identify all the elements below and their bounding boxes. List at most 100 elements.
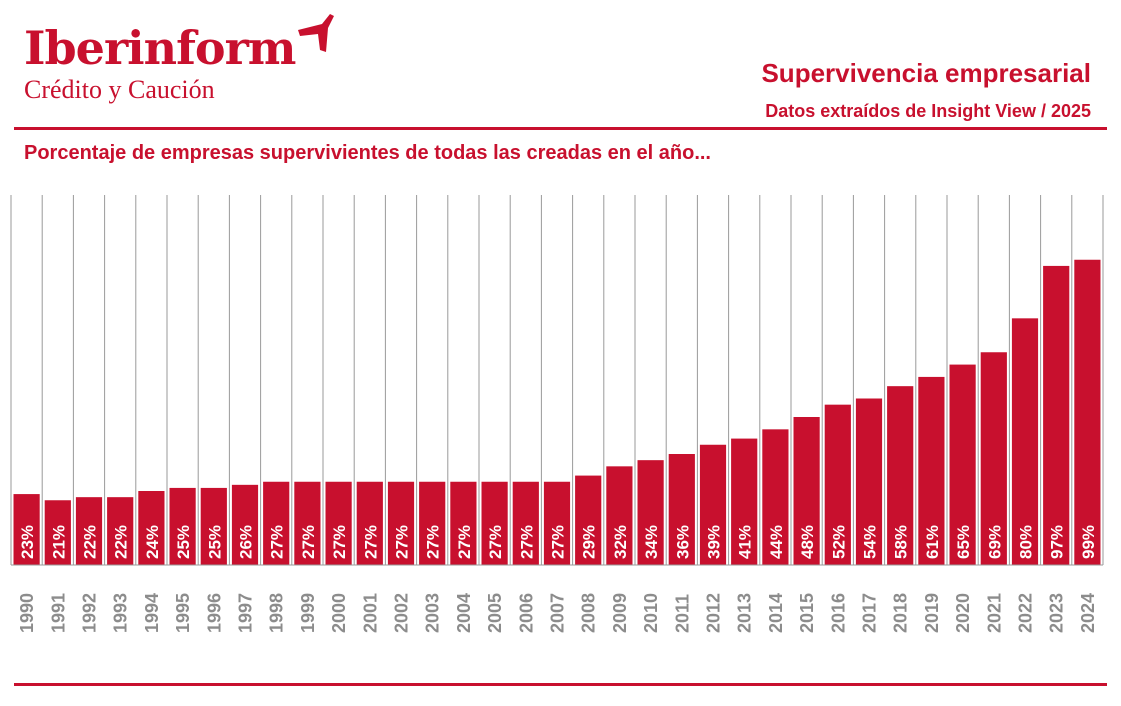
brand-logo: Iberinform Crédito y Caución (24, 21, 296, 104)
tick-label-1997: 1997 (236, 593, 256, 633)
tick-label-2009: 2009 (610, 593, 630, 633)
tick-label-1998: 1998 (267, 593, 287, 633)
data-label-2003: 27% (424, 525, 443, 559)
chart-title: Supervivencia empresarial (761, 58, 1091, 88)
tick-label-2023: 2023 (1047, 593, 1067, 633)
bar-2016 (824, 404, 851, 565)
bar-2018 (887, 386, 914, 565)
bar-2007 (543, 481, 571, 565)
tick-label-2021: 2021 (984, 593, 1004, 633)
data-label-1994: 24% (143, 525, 162, 559)
data-label-2021: 69% (985, 525, 1004, 559)
data-label-1992: 22% (81, 525, 100, 559)
brand-subtitle: Crédito y Caución (24, 75, 215, 104)
bar-1996 (200, 487, 227, 565)
bar-1990 (13, 494, 40, 565)
tick-label-2004: 2004 (454, 593, 474, 633)
bar-2012 (699, 444, 727, 565)
tick-label-2008: 2008 (579, 593, 599, 633)
data-label-2016: 52% (829, 525, 848, 559)
bar-2011 (668, 454, 695, 565)
tick-label-1995: 1995 (173, 593, 193, 633)
bar-1998 (263, 481, 290, 565)
chart-caption: Porcentaje de empresas supervivientes de… (24, 142, 711, 164)
bar-2019 (918, 376, 945, 565)
bar-2001 (356, 481, 383, 565)
tick-label-2018: 2018 (891, 593, 911, 633)
bar-2005 (481, 481, 508, 565)
tick-label-2011: 2011 (672, 594, 692, 633)
bar-1994 (138, 491, 165, 565)
data-label-2013: 41% (736, 525, 755, 559)
tick-label-2012: 2012 (704, 593, 724, 633)
bar-2013 (731, 438, 758, 565)
tick-label-2006: 2006 (516, 593, 536, 633)
bar-2006 (512, 481, 539, 565)
data-label-1990: 23% (18, 525, 37, 559)
bar-2008 (575, 475, 602, 565)
data-label-2024: 99% (1079, 525, 1098, 559)
bar-2020 (949, 364, 976, 565)
header-divider (14, 127, 1107, 130)
data-label-2008: 29% (580, 525, 599, 559)
data-label-2020: 65% (954, 525, 973, 559)
tick-label-2024: 2024 (1078, 593, 1098, 633)
bar-2000 (325, 481, 352, 565)
bar-2015 (793, 417, 820, 565)
data-label-2007: 27% (549, 525, 568, 559)
data-label-1991: 21% (49, 525, 68, 559)
data-label-2023: 97% (1048, 525, 1067, 559)
brand-name: Iberinform (24, 21, 296, 75)
data-label-2010: 34% (642, 525, 661, 559)
data-label-1996: 25% (205, 525, 224, 559)
tick-label-2014: 2014 (766, 593, 786, 633)
data-label-2022: 80% (1017, 525, 1036, 559)
data-label-2005: 27% (486, 525, 505, 559)
data-label-1998: 27% (268, 525, 287, 559)
bar-2023 (1043, 265, 1070, 565)
data-label-1995: 25% (174, 525, 193, 559)
data-label-2009: 32% (611, 525, 630, 559)
bar-1991 (44, 500, 71, 565)
data-label-2019: 61% (923, 525, 942, 559)
data-label-2011: 36% (673, 525, 692, 559)
data-label-2014: 44% (767, 525, 786, 559)
bar-2021 (980, 352, 1007, 565)
tick-label-2002: 2002 (392, 593, 412, 633)
tick-label-1994: 1994 (142, 593, 162, 633)
tick-label-2000: 2000 (329, 593, 349, 633)
tick-label-2001: 2001 (360, 593, 380, 633)
data-label-2017: 54% (861, 525, 880, 559)
data-label-1999: 27% (299, 525, 318, 559)
tick-label-2017: 2017 (860, 593, 880, 633)
data-label-2018: 58% (892, 525, 911, 559)
chart-subtitle: Datos extraídos de Insight View / 2025 (765, 101, 1091, 121)
bar-2004 (450, 481, 477, 565)
bar-1997 (231, 484, 259, 565)
tick-label-2015: 2015 (797, 593, 817, 633)
tick-label-1992: 1992 (80, 593, 100, 633)
footer-divider (14, 683, 1107, 686)
tick-label-2007: 2007 (548, 593, 568, 633)
tick-label-2003: 2003 (423, 593, 443, 633)
data-label-2012: 39% (705, 525, 724, 559)
bar-2017 (855, 398, 883, 565)
tick-label-2013: 2013 (735, 593, 755, 633)
bar-2002 (387, 481, 415, 565)
data-label-1993: 22% (112, 525, 131, 559)
bar-1995 (169, 487, 196, 565)
bar-2024 (1074, 259, 1101, 565)
tick-label-1999: 1999 (298, 593, 318, 633)
tick-label-2010: 2010 (641, 593, 661, 633)
tick-label-1993: 1993 (111, 593, 131, 633)
tick-label-2020: 2020 (953, 593, 973, 633)
data-label-2001: 27% (361, 525, 380, 559)
tick-label-1991: 1991 (48, 593, 68, 633)
tick-label-1996: 1996 (204, 593, 224, 633)
tick-label-2016: 2016 (828, 593, 848, 633)
bar-2022 (1011, 318, 1039, 565)
tick-label-2022: 2022 (1016, 593, 1036, 633)
tick-label-2019: 2019 (922, 593, 942, 633)
bar-1999 (294, 481, 321, 565)
